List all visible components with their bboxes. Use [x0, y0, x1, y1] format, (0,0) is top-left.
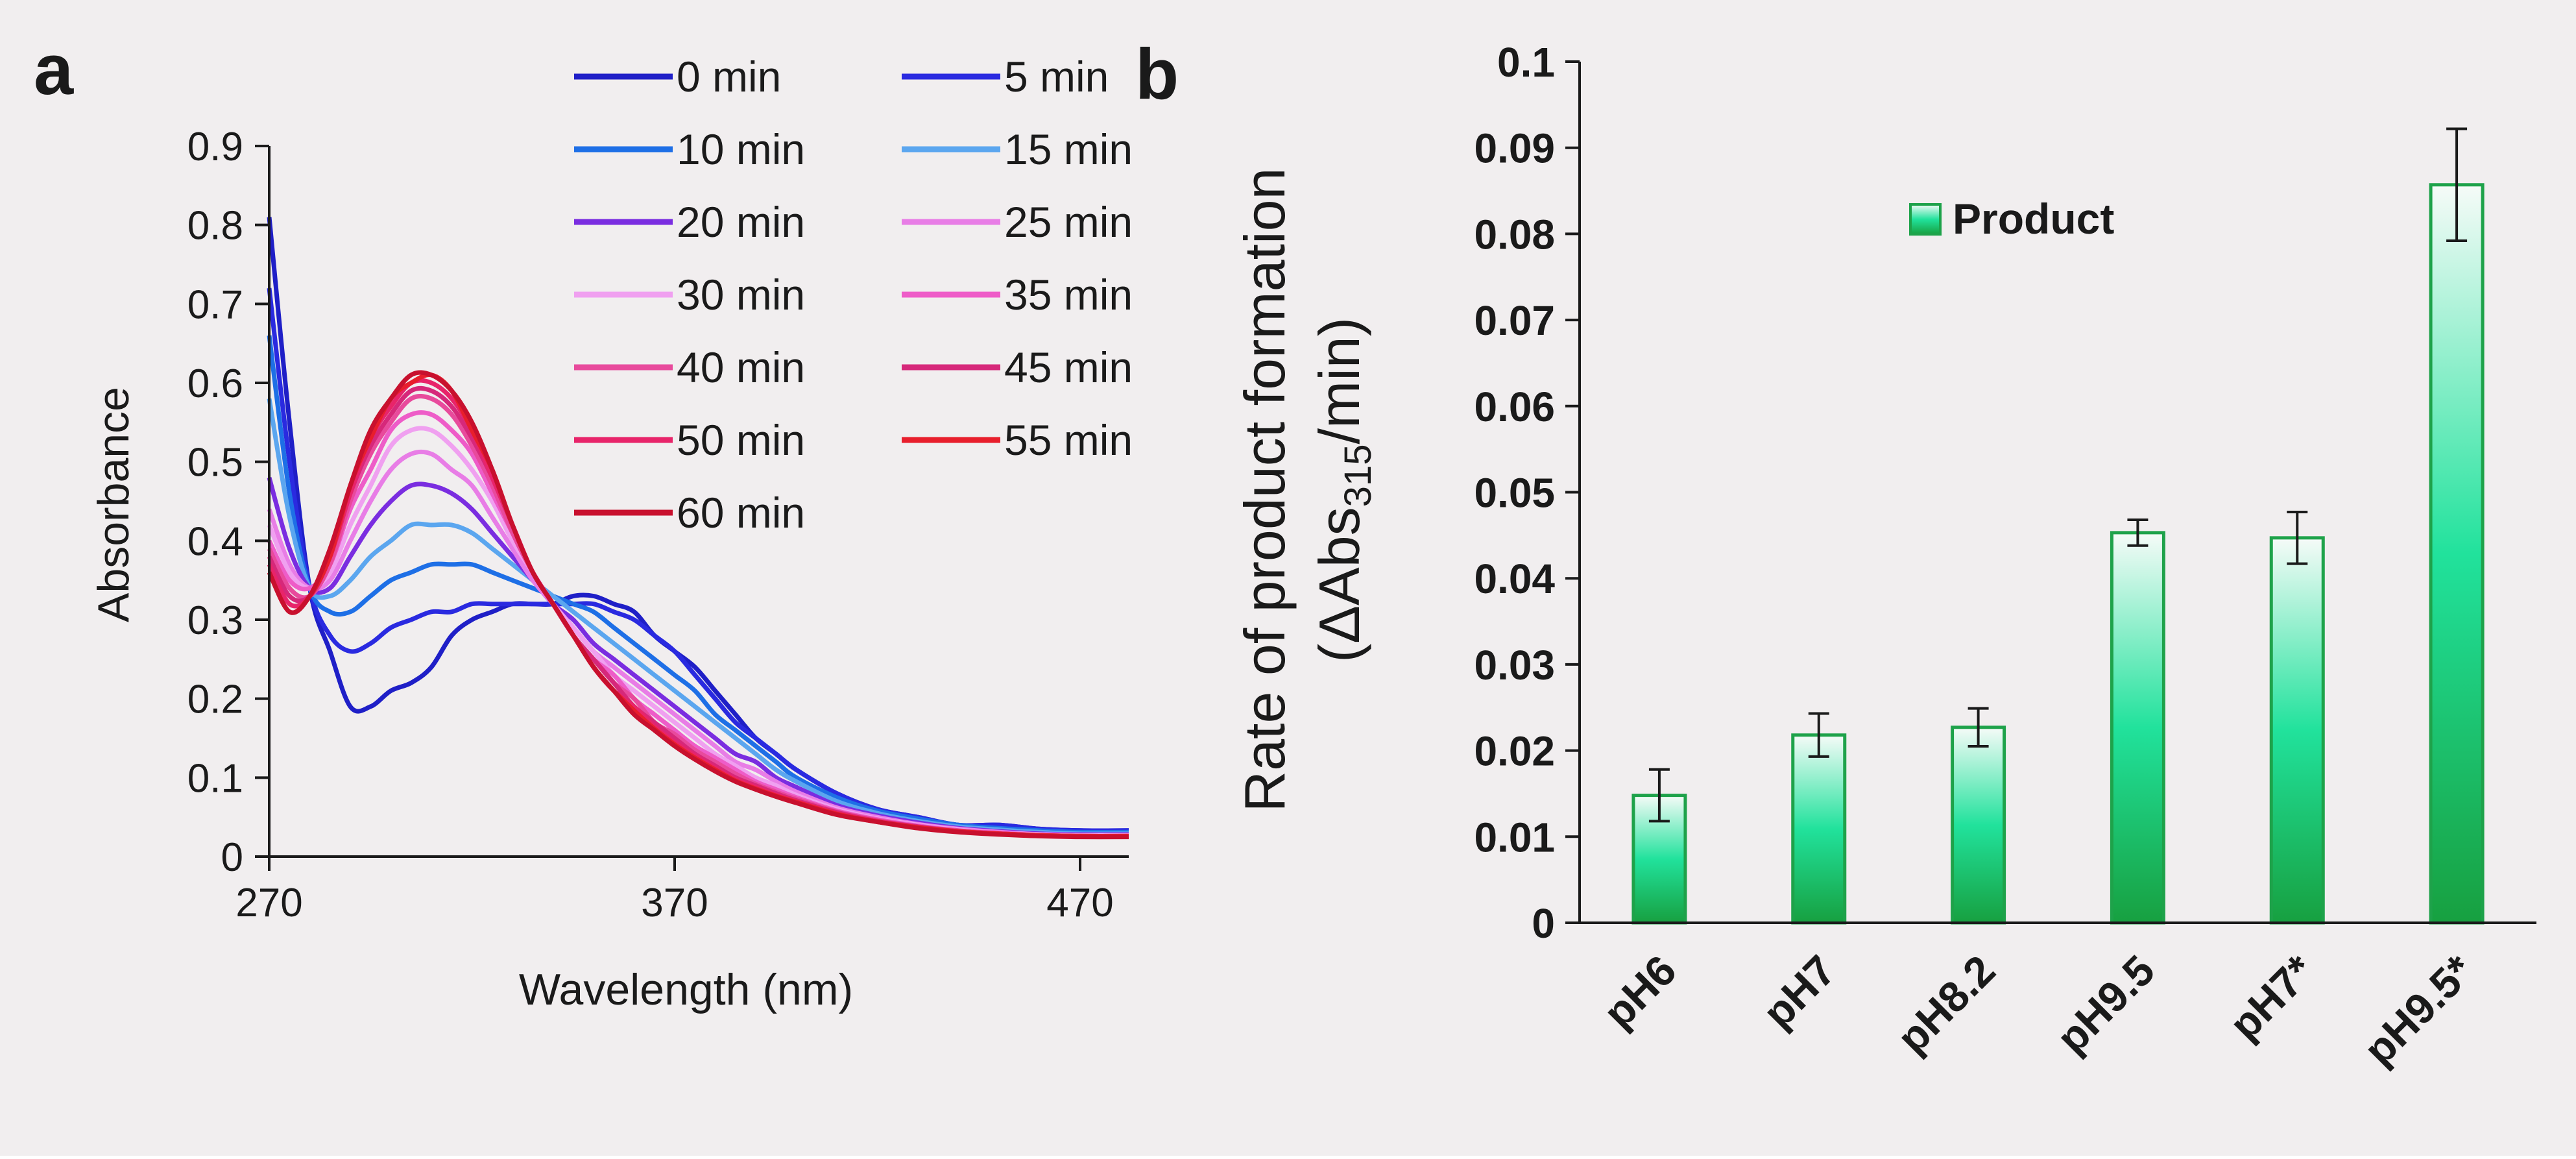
absorbance-y-tick-label-3: 0.3: [187, 598, 243, 643]
bar-pH7*: [2269, 536, 2325, 925]
rate-y-tick-label-9: 0.09: [1474, 125, 1555, 172]
rate-y-label-close: /min): [1307, 317, 1371, 445]
absorbance-x-tick-label-2: 470: [1046, 881, 1113, 925]
absorbance-y-tick-label-2: 0.2: [187, 677, 243, 722]
rate-y-tick-label-5: 0.05: [1474, 470, 1555, 517]
rate-y-label: Rate of product formation (ΔAbs315/min): [1233, 168, 1379, 812]
absorbance-y-tick-label-4: 0.4: [187, 519, 243, 564]
absorbance-y-tick-label-6: 0.6: [187, 361, 243, 406]
legend-label-15-min: 15 min: [1004, 125, 1133, 173]
absorbance-y-tick-label-9: 0.9: [187, 125, 243, 169]
panel-label-a: a: [34, 30, 74, 110]
legend-label-10-min: 10 min: [677, 125, 805, 173]
category-label-pH7*: pH7*: [2220, 946, 2323, 1049]
rate-y-tick-label-10: 0.1: [1497, 39, 1555, 86]
absorbance-series: [267, 217, 1129, 840]
rate-y-label-line2: (ΔAbs315/min): [1307, 317, 1379, 663]
absorbance-y-tick-label-7: 0.7: [187, 282, 243, 327]
absorbance-line-60-min: [267, 370, 1129, 840]
absorbance-y-label: Absorbance: [89, 387, 138, 622]
rate-y-label-line1: Rate of product formation: [1233, 168, 1297, 812]
category-label-pH6: pH6: [1594, 946, 1685, 1037]
rate-y-tick-label-1: 0.01: [1474, 814, 1555, 860]
absorbance-y-ticks: 0 0.1 0.2 0.3 0.4 0.5 0.6 0.7 0.8 0.9: [187, 125, 269, 880]
absorbance-y-tick-label-8: 0.8: [187, 204, 243, 249]
bar-pH9.5: [2110, 531, 2165, 925]
rate-y-tick-label-7: 0.07: [1474, 297, 1555, 344]
category-label-pH8.2: pH8.2: [1888, 946, 2004, 1062]
legend-label-55-min: 55 min: [1004, 416, 1133, 464]
category-label-pH7: pH7: [1753, 946, 1844, 1037]
bar-pH9.5*: [2429, 183, 2485, 925]
absorbance-x-ticks: 270 370 470: [235, 857, 1114, 925]
absorbance-x-label: Wavelength (nm): [519, 965, 853, 1014]
rate-y-tick-label-6: 0.06: [1474, 384, 1555, 430]
absorbance-chart: 0 0.1 0.2 0.3 0.4 0.5 0.6 0.7 0.8 0.9 270 370 470 W…: [89, 53, 1133, 1014]
product-bars: [1631, 127, 2485, 925]
absorbance-x-tick-label-0: 270: [235, 881, 302, 925]
legend-label-60-min: 60 min: [677, 489, 805, 537]
legend-label-0-min: 0 min: [677, 53, 781, 101]
bar-pH7: [1791, 733, 1847, 925]
legend-label-product: Product: [1953, 195, 2114, 243]
absorbance-y-tick-label-5: 0.5: [187, 441, 243, 485]
rate-legend: Product: [1909, 195, 2114, 243]
legend-swatch-product: [1909, 203, 1942, 236]
absorbance-legend: 0 min 5 min 10 min 15 min 20 min 25 min 30 min…: [574, 53, 1133, 537]
product-rate-chart: 0 0.01 0.02 0.03 0.04 0.05 0.06 0.07 0.08 0.09 0.1…: [1233, 39, 2536, 1074]
legend-label-20-min: 20 min: [677, 198, 805, 246]
absorbance-x-tick-label-1: 370: [641, 881, 708, 925]
legend-label-5-min: 5 min: [1004, 53, 1109, 101]
bar-pH8.2: [1951, 726, 2006, 925]
rate-y-tick-label-0: 0: [1532, 900, 1555, 947]
rate-y-tick-label-3: 0.03: [1474, 642, 1555, 689]
legend-label-30-min: 30 min: [677, 271, 805, 319]
rate-category-labels: pH6 pH7 pH8.2 pH9.5 pH7* pH9.5*: [1594, 946, 2483, 1074]
absorbance-y-tick-label-1: 0.1: [187, 756, 243, 801]
legend-label-40-min: 40 min: [677, 343, 805, 391]
rate-y-tick-label-4: 0.04: [1474, 555, 1555, 602]
category-label-pH9.5: pH9.5: [2047, 946, 2163, 1062]
legend-label-35-min: 35 min: [1004, 271, 1133, 319]
rate-y-tick-label-2: 0.02: [1474, 728, 1555, 775]
category-label-pH9.5*: pH9.5*: [2354, 946, 2483, 1074]
rate-y-label-open: (ΔAbs: [1307, 507, 1371, 663]
rate-y-ticks: 0 0.01 0.02 0.03 0.04 0.05 0.06 0.07 0.08 0.09 0.1: [1474, 39, 1580, 947]
rate-y-label-subscript: 315: [1337, 445, 1379, 507]
absorbance-y-tick-label-0: 0: [221, 835, 243, 880]
legend-label-25-min: 25 min: [1004, 198, 1133, 246]
absorbance-line-10-min: [267, 335, 1129, 835]
legend-label-50-min: 50 min: [677, 416, 805, 464]
panel-label-b: b: [1135, 34, 1179, 114]
rate-y-tick-label-8: 0.08: [1474, 211, 1555, 258]
legend-label-45-min: 45 min: [1004, 343, 1133, 391]
